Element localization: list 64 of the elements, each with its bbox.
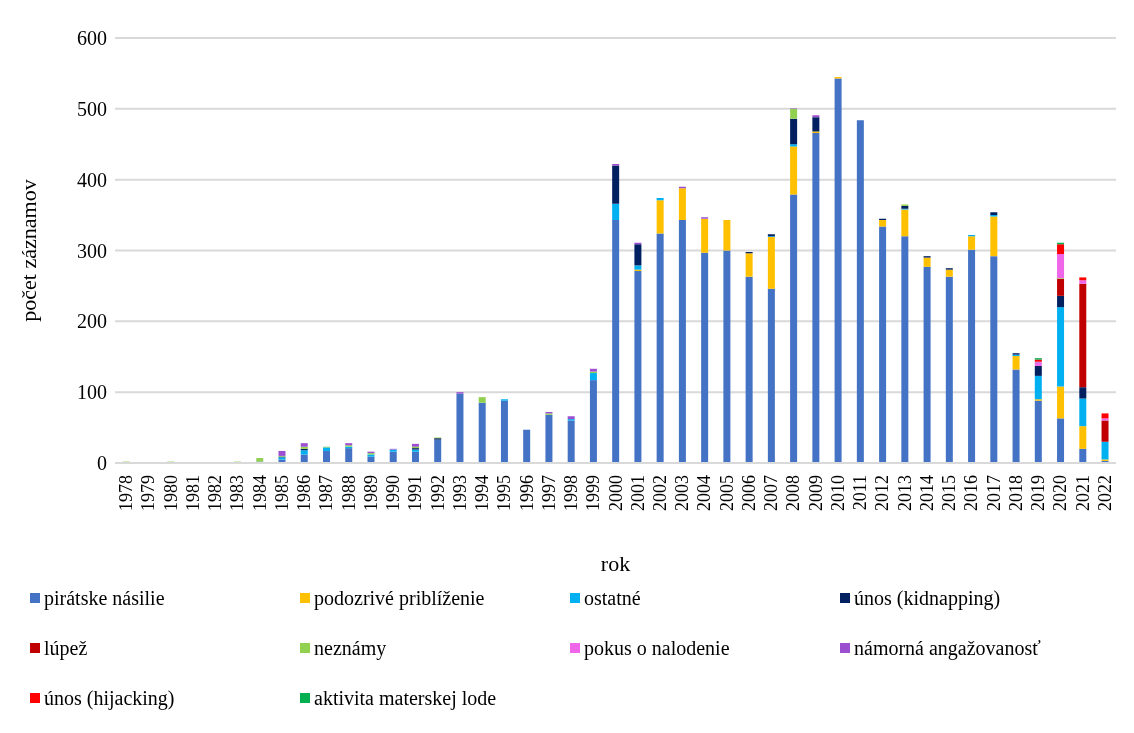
x-tick-label: 2020: [1050, 475, 1071, 511]
x-tick-label: 1997: [538, 475, 559, 511]
x-tick-label: 2006: [738, 475, 759, 511]
x-tick-label: 1995: [494, 475, 515, 511]
y-tick-label: 500: [77, 97, 107, 120]
x-tick-label: 2018: [1005, 475, 1026, 511]
y-axis-title: počet záznamov: [15, 179, 41, 322]
x-tick-label: 2022: [1094, 475, 1115, 511]
y-tick-label: 0: [97, 452, 107, 475]
x-tick-label: 1993: [449, 475, 470, 511]
x-tick-label: 1990: [383, 475, 404, 511]
x-tick-label: 1988: [338, 475, 359, 511]
x-tick-label: 2009: [805, 475, 826, 511]
x-tick-label: 2005: [716, 475, 737, 511]
x-tick-label: 2004: [694, 475, 715, 511]
x-tick-label: 2014: [916, 475, 937, 511]
x-tick-label: 2013: [894, 475, 915, 511]
y-tick-label: 600: [77, 27, 107, 50]
legend-label: únos (kidnapping): [854, 586, 1001, 610]
x-tick-label: 2021: [1072, 475, 1093, 511]
x-tick-label: 2010: [827, 475, 848, 511]
x-tick-label: 2019: [1028, 475, 1049, 511]
x-tick-label: 1983: [227, 475, 248, 511]
x-tick-label: 1999: [583, 475, 604, 511]
legend-label: aktivita materskej lode: [314, 686, 497, 710]
x-tick-label: 1998: [561, 475, 582, 511]
x-tick-label: 2003: [672, 475, 693, 511]
x-tick-label: 1984: [249, 475, 270, 511]
x-tick-label: 1986: [294, 475, 315, 511]
legend-label: neznámy: [314, 636, 387, 660]
legend-label: pirátske násilie: [44, 586, 165, 610]
x-tick-label: 1982: [205, 475, 226, 511]
x-tick-label: 2007: [761, 475, 782, 511]
x-tick-label: 2015: [939, 475, 960, 511]
legend-label: námorná angažovanosť: [854, 636, 1041, 660]
legend-label: pokus o nalodenie: [584, 636, 730, 660]
x-tick-label: 1991: [405, 475, 426, 511]
y-tick-label: 200: [77, 310, 107, 333]
x-tick-label: 2011: [850, 475, 871, 511]
legend-label: ostatné: [584, 586, 641, 610]
x-tick-label: 1994: [472, 475, 493, 511]
x-tick-label: 2002: [649, 475, 670, 511]
x-tick-label: 1989: [360, 475, 381, 511]
y-tick-label: 100: [77, 381, 107, 404]
legend-label: podozrivé priblíženie: [314, 586, 485, 610]
x-tick-label: 2016: [961, 475, 982, 511]
x-tick-label: 1981: [182, 475, 203, 511]
x-tick-label: 2012: [872, 475, 893, 511]
x-tick-label: 1987: [316, 475, 337, 511]
x-tick-label: 1996: [516, 475, 537, 511]
x-tick-label: 2008: [783, 475, 804, 511]
y-tick-label: 400: [77, 168, 107, 191]
x-tick-label: 1978: [116, 475, 137, 511]
legend-label: únos (hijacking): [44, 686, 175, 710]
y-tick-label: 300: [77, 239, 107, 262]
x-tick-label: 1985: [271, 475, 292, 511]
x-tick-label: 2000: [605, 475, 626, 511]
x-tick-label: 1979: [138, 475, 159, 511]
x-tick-label: 1980: [160, 475, 181, 511]
x-axis-title: rok: [600, 551, 631, 576]
x-tick-label: 2017: [983, 475, 1004, 511]
x-tick-label: 2001: [627, 475, 648, 511]
legend-label: lúpež: [44, 636, 88, 660]
x-tick-label: 1992: [427, 475, 448, 511]
